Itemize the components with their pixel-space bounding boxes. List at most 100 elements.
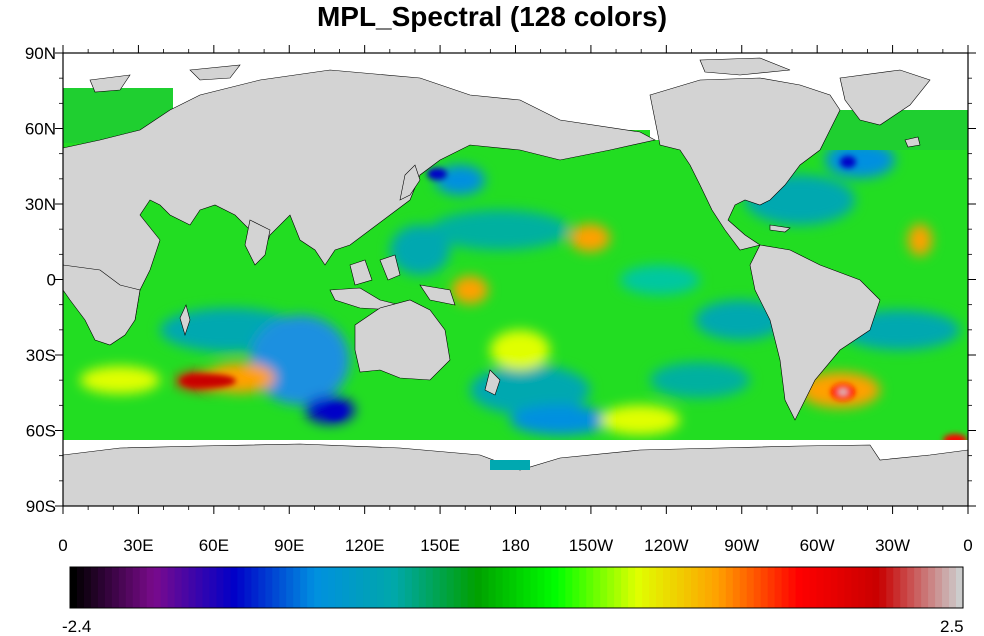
lon-tick-label: 30W	[875, 536, 910, 555]
colorbar-swatch	[809, 567, 818, 608]
colorbar-swatch	[676, 567, 685, 608]
colorbar-swatch	[223, 567, 232, 608]
colorbar-swatch	[481, 567, 490, 608]
colorbar-swatch	[607, 567, 615, 608]
colorbar-swatch	[621, 567, 629, 608]
lon-tick-label: 0	[963, 536, 972, 555]
colorbar-swatch	[572, 567, 580, 608]
colorbar-swatch	[397, 567, 406, 608]
colorbar-swatch	[914, 567, 922, 608]
colorbar-min-label: -2.4	[62, 617, 92, 636]
colorbar-swatch	[307, 567, 315, 608]
colorbar-swatch	[558, 567, 566, 608]
lon-tick-label: 90W	[724, 536, 759, 555]
colorbar-swatch	[697, 567, 706, 608]
colorbar-swatch	[774, 567, 783, 608]
colorbar-swatch	[872, 567, 880, 608]
lon-tick-label: 150E	[420, 536, 460, 555]
colorbar-swatch	[439, 567, 448, 608]
colorbar-swatch	[942, 567, 950, 608]
colorbar-swatch	[349, 567, 357, 608]
colorbar-swatch	[265, 567, 273, 608]
lat-tick-label: 60S	[26, 422, 56, 441]
colorbar-swatch	[795, 567, 804, 608]
colorbar-swatch	[104, 567, 113, 608]
lat-tick-label: 0	[47, 271, 56, 290]
colorbar-swatch	[900, 567, 908, 608]
lat-tick-label: 30N	[25, 195, 56, 214]
colorbar-swatch	[907, 567, 915, 608]
colorbar-swatch	[830, 567, 839, 608]
lon-tick-label: 0	[58, 536, 67, 555]
colorbar-swatch	[551, 567, 559, 608]
colorbar-swatch	[816, 567, 825, 608]
colorbar-swatch	[781, 567, 790, 608]
colorbar-swatch	[181, 567, 190, 608]
colorbar-swatch	[111, 567, 120, 608]
lon-tick-label: 60W	[800, 536, 835, 555]
lon-tick-label: 90E	[274, 536, 304, 555]
colorbar-swatch	[446, 567, 455, 608]
colorbar-swatch	[76, 567, 85, 608]
colorbar-swatch	[837, 567, 845, 608]
colorbar-swatch	[314, 567, 322, 608]
colorbar-swatch	[404, 567, 413, 608]
colorbar-swatch	[467, 567, 476, 608]
colorbar-swatch	[788, 567, 797, 608]
colorbar-swatch	[97, 567, 106, 608]
colorbar-swatch	[202, 567, 211, 608]
colorbar-swatch	[753, 567, 762, 608]
colorbar-swatch	[767, 567, 776, 608]
colorbar-swatch	[886, 567, 894, 608]
colorbar-swatch	[956, 567, 964, 608]
colorbar-swatch	[746, 567, 755, 608]
colorbar-swatch	[188, 567, 197, 608]
lon-tick-label: 120W	[644, 536, 688, 555]
colorbar-swatch	[293, 567, 301, 608]
colorbar-swatch	[139, 567, 148, 608]
colorbar-swatch	[690, 567, 699, 608]
lat-tick-label: 90S	[26, 497, 56, 516]
colorbar-frame	[69, 566, 964, 609]
colorbar-swatch	[286, 567, 294, 608]
colorbar-swatch	[167, 567, 176, 608]
colorbar-swatch	[502, 567, 511, 608]
colorbar-swatch	[209, 567, 218, 608]
colorbar-swatch	[418, 567, 427, 608]
colorbar-swatch	[544, 567, 552, 608]
colorbar-swatch	[921, 567, 929, 608]
colorbar-swatch	[495, 567, 504, 608]
colorbar-swatch	[879, 567, 887, 608]
land-masses	[63, 57, 968, 506]
north-atlantic-data	[820, 110, 968, 150]
colorbar-swatch	[935, 567, 943, 608]
colorbar-swatch	[216, 567, 225, 608]
colorbar-swatch	[383, 567, 392, 608]
lon-tick-label: 30E	[123, 536, 153, 555]
colorbar-swatch	[132, 567, 141, 608]
lon-tick-label: 150W	[569, 536, 613, 555]
colorbar-swatch	[649, 567, 657, 608]
colorbar-swatch	[328, 567, 336, 608]
colorbar-swatch	[390, 567, 399, 608]
colorbar-swatch	[893, 567, 901, 608]
lon-tick-label: 120E	[345, 536, 385, 555]
colorbar-swatch	[411, 567, 420, 608]
colorbar-swatch	[363, 567, 371, 608]
lat-tick-label: 60N	[25, 120, 56, 139]
colorbar-swatch	[949, 567, 957, 608]
colorbar-swatch	[760, 567, 769, 608]
colorbar-swatch	[669, 567, 678, 608]
colorbar-swatch	[523, 567, 532, 608]
colorbar-swatch	[279, 567, 287, 608]
colorbar-swatch	[635, 567, 643, 608]
colorbar-swatch	[251, 567, 259, 608]
lat-tick-label: 90N	[25, 44, 56, 63]
longitude-axis: 0 30E 60E 90E 120E 150E 180 150W 120W 90W 60W 30W 0	[58, 45, 973, 555]
colorbar-swatch	[928, 567, 936, 608]
colorbar-swatch	[153, 567, 162, 608]
colorbar-swatch	[865, 567, 873, 608]
colorbar-swatch	[90, 567, 99, 608]
colorbar-swatch	[683, 567, 692, 608]
colorbar-swatch	[516, 567, 525, 608]
